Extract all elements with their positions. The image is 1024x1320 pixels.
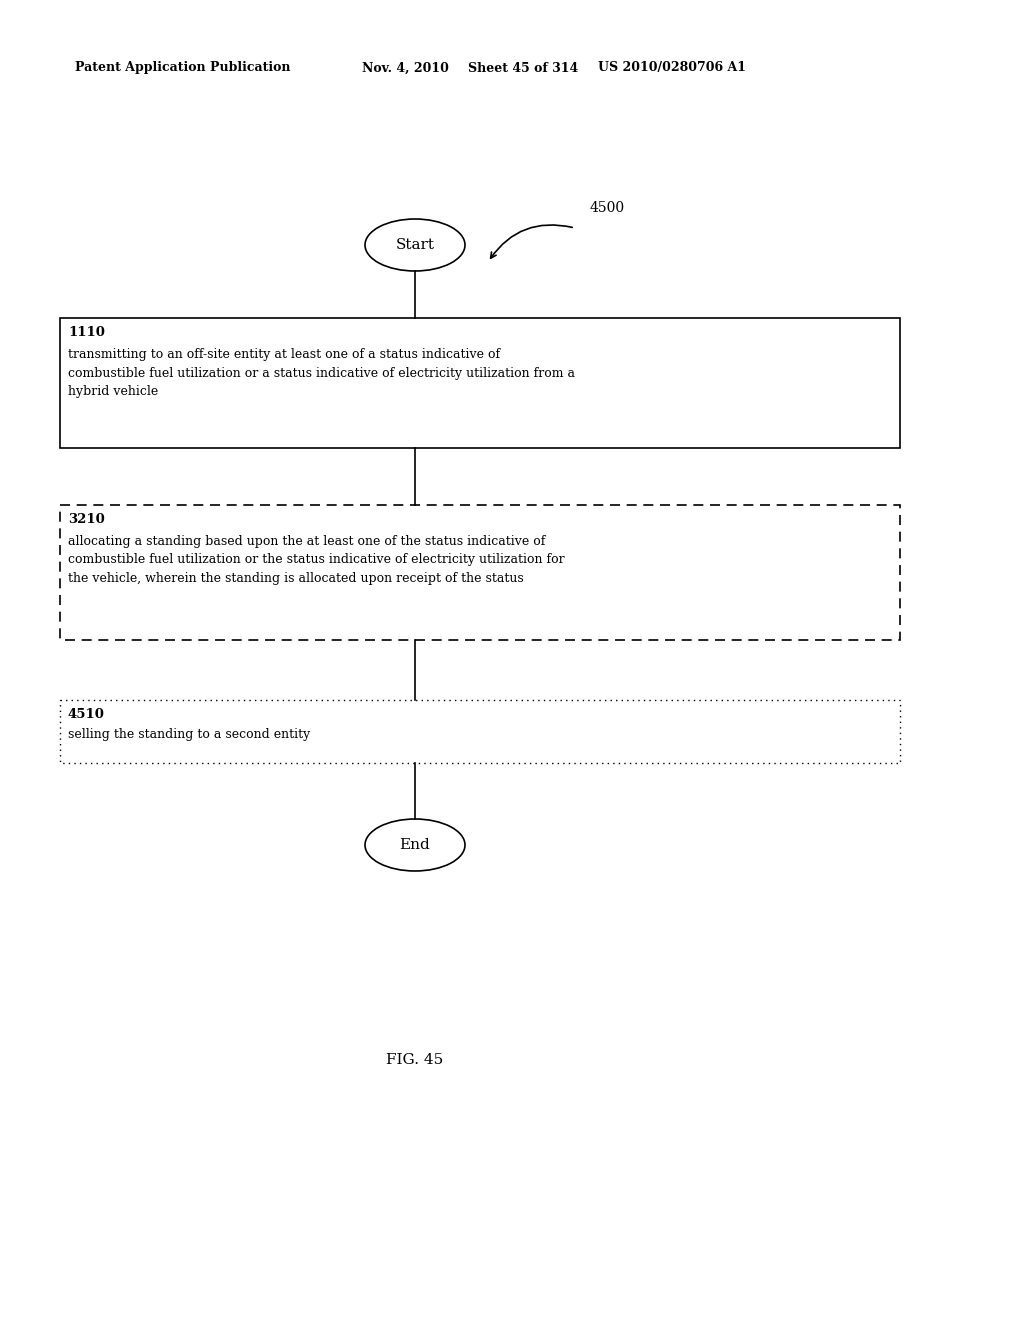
Bar	[60, 318, 900, 447]
Text: Nov. 4, 2010: Nov. 4, 2010	[362, 62, 449, 74]
Text: 4510: 4510	[68, 708, 104, 721]
Text: US 2010/0280706 A1: US 2010/0280706 A1	[598, 62, 746, 74]
Text: transmitting to an off-site entity at least one of a status indicative of
combus: transmitting to an off-site entity at le…	[68, 348, 575, 399]
Text: 4500: 4500	[590, 201, 625, 215]
Bar	[60, 700, 900, 763]
Text: 1110: 1110	[68, 326, 104, 339]
Text: allocating a standing based upon the at least one of the status indicative of
co: allocating a standing based upon the at …	[68, 535, 564, 585]
Text: FIG. 45: FIG. 45	[386, 1053, 443, 1067]
Text: Start: Start	[395, 238, 434, 252]
Bar	[60, 506, 900, 640]
Text: selling the standing to a second entity: selling the standing to a second entity	[68, 729, 310, 741]
Text: End: End	[399, 838, 430, 851]
Text: Sheet 45 of 314: Sheet 45 of 314	[468, 62, 579, 74]
Text: Patent Application Publication: Patent Application Publication	[75, 62, 291, 74]
Text: 3210: 3210	[68, 513, 104, 525]
